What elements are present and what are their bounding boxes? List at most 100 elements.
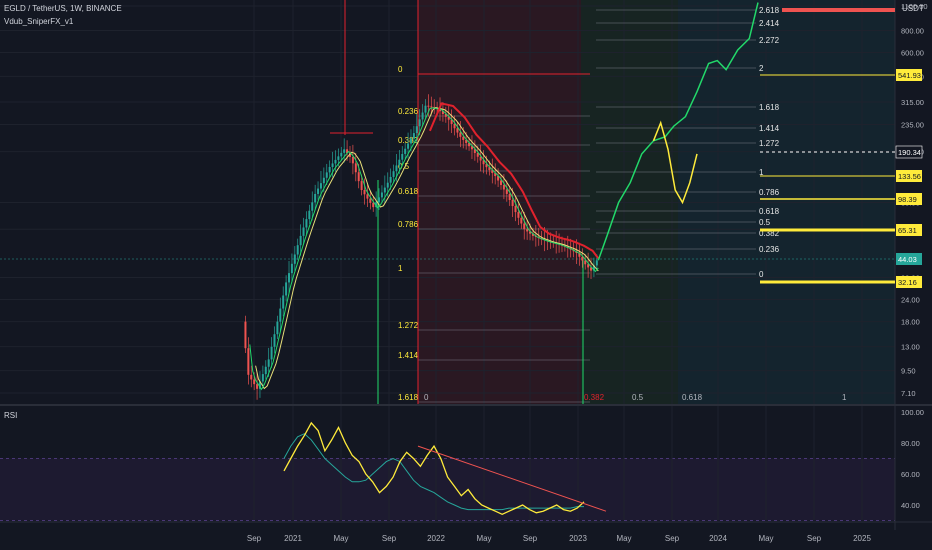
rsi-pane-title: RSI [4,411,18,420]
candle-body [351,156,354,164]
candle-body [296,245,299,255]
time-tick: Sep [523,534,538,543]
candle-body [520,217,523,224]
candle-body [267,359,270,367]
candle-body [430,106,433,108]
price-label-text: 98.39 [898,195,917,204]
candle-body [508,193,511,200]
candle-body [479,156,482,161]
candle-body [258,381,261,389]
ema-fast-line [249,107,599,391]
candle-body [270,346,273,360]
fib-left-label: 1.414 [398,351,419,360]
candle-body [526,229,529,232]
candle-body [412,133,415,139]
candle-body [456,128,459,133]
price-tick: 315.00 [901,98,924,107]
fib-right-label: 0.618 [759,207,780,216]
candle-body [470,146,473,150]
fib-left-label: 1.272 [398,321,419,330]
candle-body [407,143,410,149]
price-label-text: 133.56 [898,172,921,181]
time-tick: 2023 [569,534,587,543]
candle-body [261,374,264,382]
time-tick: Sep [247,534,262,543]
candle-body [500,180,502,185]
fib-left-label: 0.618 [398,187,419,196]
candle-body [404,148,407,154]
candle-body [427,105,430,107]
fib-left-label: 0.5 [398,162,410,171]
candle-body [465,139,468,144]
candle-body [505,189,508,194]
candle-body [392,171,395,177]
candle-body [357,172,360,182]
time-tick: Sep [807,534,822,543]
time-tick: May [758,534,773,543]
candle-body [253,379,256,385]
candle-body [476,153,479,157]
fib-left-label: 0.236 [398,107,419,116]
candle-body [354,163,357,173]
fib-right-label: 2.414 [759,19,780,28]
candle-body [328,166,331,173]
fib-left-label: 0.786 [398,220,419,229]
candle-body [418,119,421,127]
price-label-box [896,276,922,288]
candle-body [578,253,581,257]
rsi-ma-line [283,433,584,511]
candle-body [459,132,462,137]
fib-right-label: 0.786 [759,188,780,197]
candle-body [517,212,520,218]
rsi-band [0,458,895,521]
fib-right-label: 0.236 [759,245,780,254]
candle-body [375,202,378,208]
candle-body [337,156,340,160]
candle-body [334,159,337,164]
price-label-text: 190.34 [898,148,921,157]
candle-body [273,334,276,347]
candle-body [497,176,500,181]
candle-body [587,264,590,268]
red-ma-line [428,102,600,259]
candle-body [441,111,444,115]
fib-right-label: 0 [759,270,764,279]
price-label-box [895,145,923,159]
candle-body [584,260,587,265]
candle-body [590,267,593,271]
time-tick: May [333,534,348,543]
candle-body [247,348,250,375]
rsi-tick: 40.00 [901,501,920,510]
candle-body [285,282,288,296]
candle-body [322,177,325,184]
candle-body [415,126,418,134]
price-tick: 7.10 [901,389,916,398]
price-label-text: 44.03 [898,255,917,264]
candle-body [331,163,334,167]
candle-body [447,116,450,120]
candle-body [250,374,253,380]
fib-time-label: 0 [424,393,429,402]
candle-body [314,193,317,203]
candle-body [389,176,392,183]
candle-body [293,254,296,264]
price-tick: 235.00 [901,120,924,129]
candle-body [595,260,598,266]
candle-body [360,181,363,191]
candle-body [473,149,476,154]
fib-time-label: 1 [842,393,847,402]
candle-body [244,321,247,349]
candle-body [450,119,453,124]
candle-body [308,210,311,220]
candle-body [348,153,351,157]
time-tick: May [616,534,631,543]
price-tick: 13.00 [901,343,920,352]
currency-label: USDT [902,4,924,13]
fib-right-label: 2.272 [759,36,780,45]
candle-body [511,199,514,207]
projection-yellow-line [652,120,698,205]
rsi-tick: 100.00 [901,408,924,417]
candle-body [279,308,282,322]
candle-body [264,366,267,375]
